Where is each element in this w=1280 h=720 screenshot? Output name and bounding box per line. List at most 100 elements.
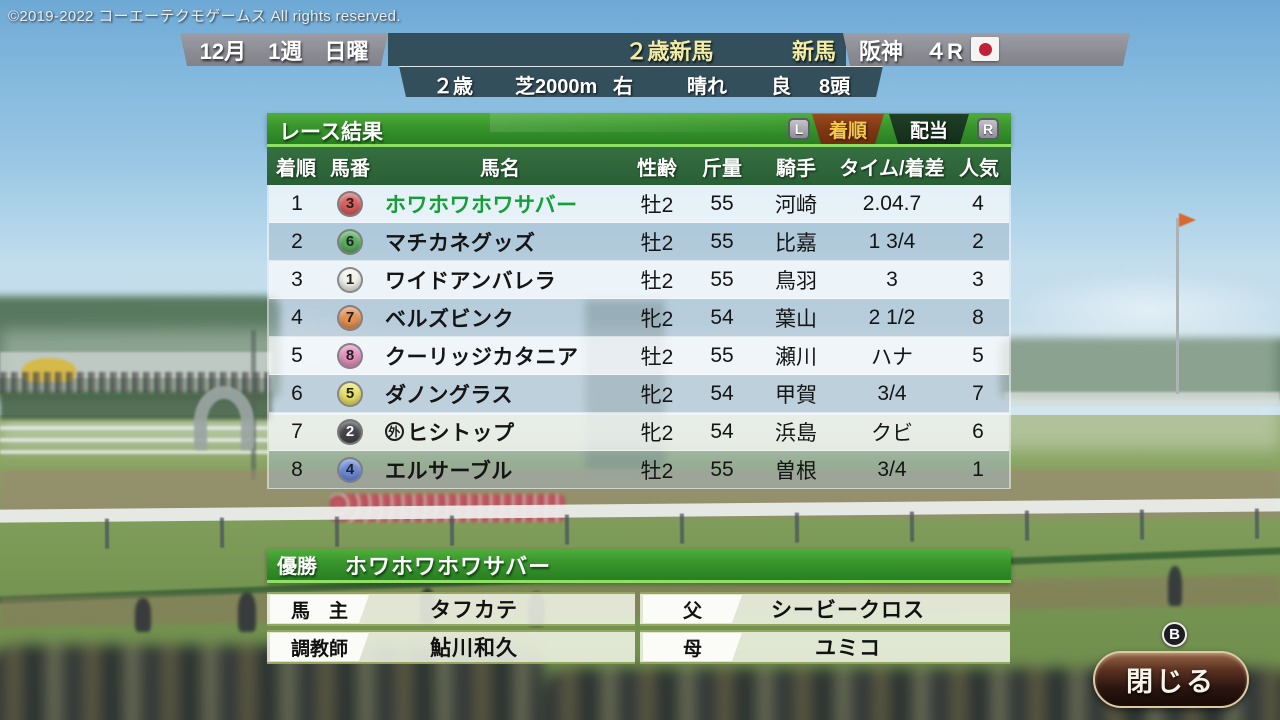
- time-cell: クビ: [871, 421, 913, 445]
- weight-cell: 54: [710, 381, 734, 405]
- time-cell: 3/4: [877, 457, 907, 481]
- horse-name-cell: ダノングラス: [385, 383, 513, 407]
- rank-cell: 1: [291, 191, 303, 215]
- panel-title: レース結果: [279, 121, 383, 144]
- table-row: 1 3 ホワホワホワサバー 牡2 55 河崎 2.04.7 4: [269, 185, 1009, 223]
- sex-age-cell: 牝2: [640, 307, 674, 331]
- table-row: 8 4 エルサーブル 牡2 55 曽根 3/4 1: [269, 451, 1009, 489]
- sex-age-cell: 牝2: [640, 421, 674, 445]
- popularity-cell: 3: [972, 267, 984, 291]
- popularity-cell: 7: [972, 381, 984, 405]
- horse-number-badge: 3: [337, 190, 363, 217]
- rank-cell: 4: [291, 305, 303, 329]
- left-bumper-icon[interactable]: L: [788, 118, 810, 140]
- time-cell: 3/4: [877, 381, 907, 405]
- track-name: 阪神: [859, 38, 904, 64]
- japan-flag-icon: [971, 37, 999, 61]
- trainer-row: 調教師 鮎川和久: [267, 630, 635, 664]
- rank-cell: 2: [291, 229, 303, 253]
- tab-payouts[interactable]: 配当: [889, 114, 969, 144]
- horse-name-cell: クーリッジカタニア: [385, 345, 579, 369]
- jockey-cell: 曽根: [775, 459, 817, 483]
- weight-cell: 55: [710, 457, 734, 481]
- jockey-cell: 河崎: [775, 193, 817, 217]
- race-name: ２歳新馬: [625, 38, 714, 64]
- flag-pole: [1176, 218, 1179, 394]
- result-panel-header: レース結果 L 着順 配当 R: [267, 113, 1011, 147]
- tab-finish-order[interactable]: 着順: [812, 114, 884, 144]
- trainer-label: 調教師: [270, 633, 369, 661]
- date-text: 12月 1週 日曜: [199, 38, 369, 64]
- popularity-cell: 5: [972, 343, 984, 367]
- horse-name-cell: ワイドアンバレラ: [385, 269, 557, 293]
- cloud: [1000, 270, 1280, 350]
- gamepad-b-button-icon: B: [1162, 622, 1187, 647]
- owner-label: 馬 主: [270, 595, 369, 623]
- weight-cell: 55: [710, 343, 734, 367]
- table-row: 4 7 ベルズビンク 牝2 54 葉山 2 1/2 8: [269, 299, 1009, 337]
- condition-course: 芝2000m: [515, 76, 598, 98]
- weight-cell: 54: [710, 419, 734, 443]
- popularity-cell: 8: [972, 305, 984, 329]
- sire-label: 父: [643, 595, 742, 623]
- spectator: [238, 592, 256, 632]
- col-weight: 斤量: [702, 157, 742, 180]
- condition-age: ２歳: [433, 76, 473, 98]
- horse-number-badge: 8: [337, 342, 363, 369]
- condition-field-size: 8頭: [819, 76, 851, 98]
- popularity-cell: 1: [972, 457, 984, 481]
- sex-age-cell: 牡2: [640, 345, 674, 369]
- table-row: 2 6 マチカネグッズ 牡2 55 比嘉 1 3/4 2: [269, 223, 1009, 261]
- dam-row: 母 ユミコ: [640, 630, 1010, 664]
- time-cell: ハナ: [871, 345, 913, 369]
- col-jockey: 騎手: [776, 157, 816, 180]
- close-button[interactable]: 閉じる: [1093, 651, 1249, 708]
- rank-cell: 7: [291, 419, 303, 443]
- sex-age-cell: 牡2: [640, 459, 674, 483]
- jockey-cell: 鳥羽: [775, 269, 817, 293]
- condition-going: 良: [771, 76, 791, 98]
- dam-value: ユミコ: [815, 637, 881, 660]
- weight-cell: 54: [710, 305, 734, 329]
- right-bumper-icon[interactable]: R: [977, 118, 999, 140]
- horse-number-badge: 1: [337, 266, 363, 293]
- far-fence-right: [1004, 392, 1280, 404]
- jockey-cell: 浜島: [775, 421, 817, 445]
- jockey-cell: 瀬川: [775, 345, 817, 369]
- sex-age-cell: 牡2: [640, 231, 674, 255]
- result-table-header: 着順 馬番 馬名 性齢 斤量 騎手 タイム/着差 人気: [267, 147, 1011, 185]
- monument-pole: [251, 330, 256, 480]
- popularity-cell: 4: [972, 191, 984, 215]
- sire-row: 父 シービークロス: [640, 592, 1010, 626]
- foreign-bred-icon: 外: [385, 422, 404, 441]
- trainer-value: 鮎川和久: [430, 637, 518, 660]
- col-horse-number: 馬番: [330, 157, 370, 180]
- condition-direction: 右: [613, 76, 633, 98]
- rank-cell: 8: [291, 457, 303, 481]
- date-banner: 12月 1週 日曜: [180, 33, 388, 66]
- sex-age-cell: 牡2: [640, 193, 674, 217]
- owner-row: 馬 主 タフカテ: [267, 592, 635, 626]
- race-class: 新馬: [791, 38, 836, 64]
- jockey-cell: 葉山: [775, 307, 817, 331]
- tree-line-right: [1000, 338, 1280, 400]
- sex-age-cell: 牡2: [640, 269, 674, 293]
- table-row: 5 8 クーリッジカタニア 牡2 55 瀬川 ハナ 5: [269, 337, 1009, 375]
- owner-value: タフカテ: [430, 599, 518, 622]
- horse-name-cell: ベルズビンク: [385, 307, 514, 331]
- race-title-banner: ２歳新馬 新馬: [388, 33, 846, 66]
- winner-banner: 優勝 ホワホワホワサバー: [267, 549, 1011, 583]
- horse-number-badge: 5: [337, 380, 363, 407]
- race-conditions-banner: ２歳 芝2000m 右 晴れ 良 8頭: [399, 66, 883, 97]
- orange-flag: [1179, 213, 1196, 227]
- table-row: 6 5 ダノングラス 牝2 54 甲賀 3/4 7: [269, 375, 1009, 413]
- horseshoe-monument: [194, 386, 254, 450]
- col-sex-age: 性齢: [637, 157, 677, 180]
- copyright-text: ©2019-2022 コーエーテクモゲームス All rights reserv…: [8, 8, 401, 25]
- track-banner: 阪神 ４R: [843, 33, 1130, 66]
- table-row: 3 1 ワイドアンバレラ 牡2 55 鳥羽 3 3: [269, 261, 1009, 299]
- horse-name-cell: マチカネグッズ: [385, 231, 536, 255]
- rank-cell: 3: [291, 267, 303, 291]
- horse-number-badge: 7: [337, 304, 363, 331]
